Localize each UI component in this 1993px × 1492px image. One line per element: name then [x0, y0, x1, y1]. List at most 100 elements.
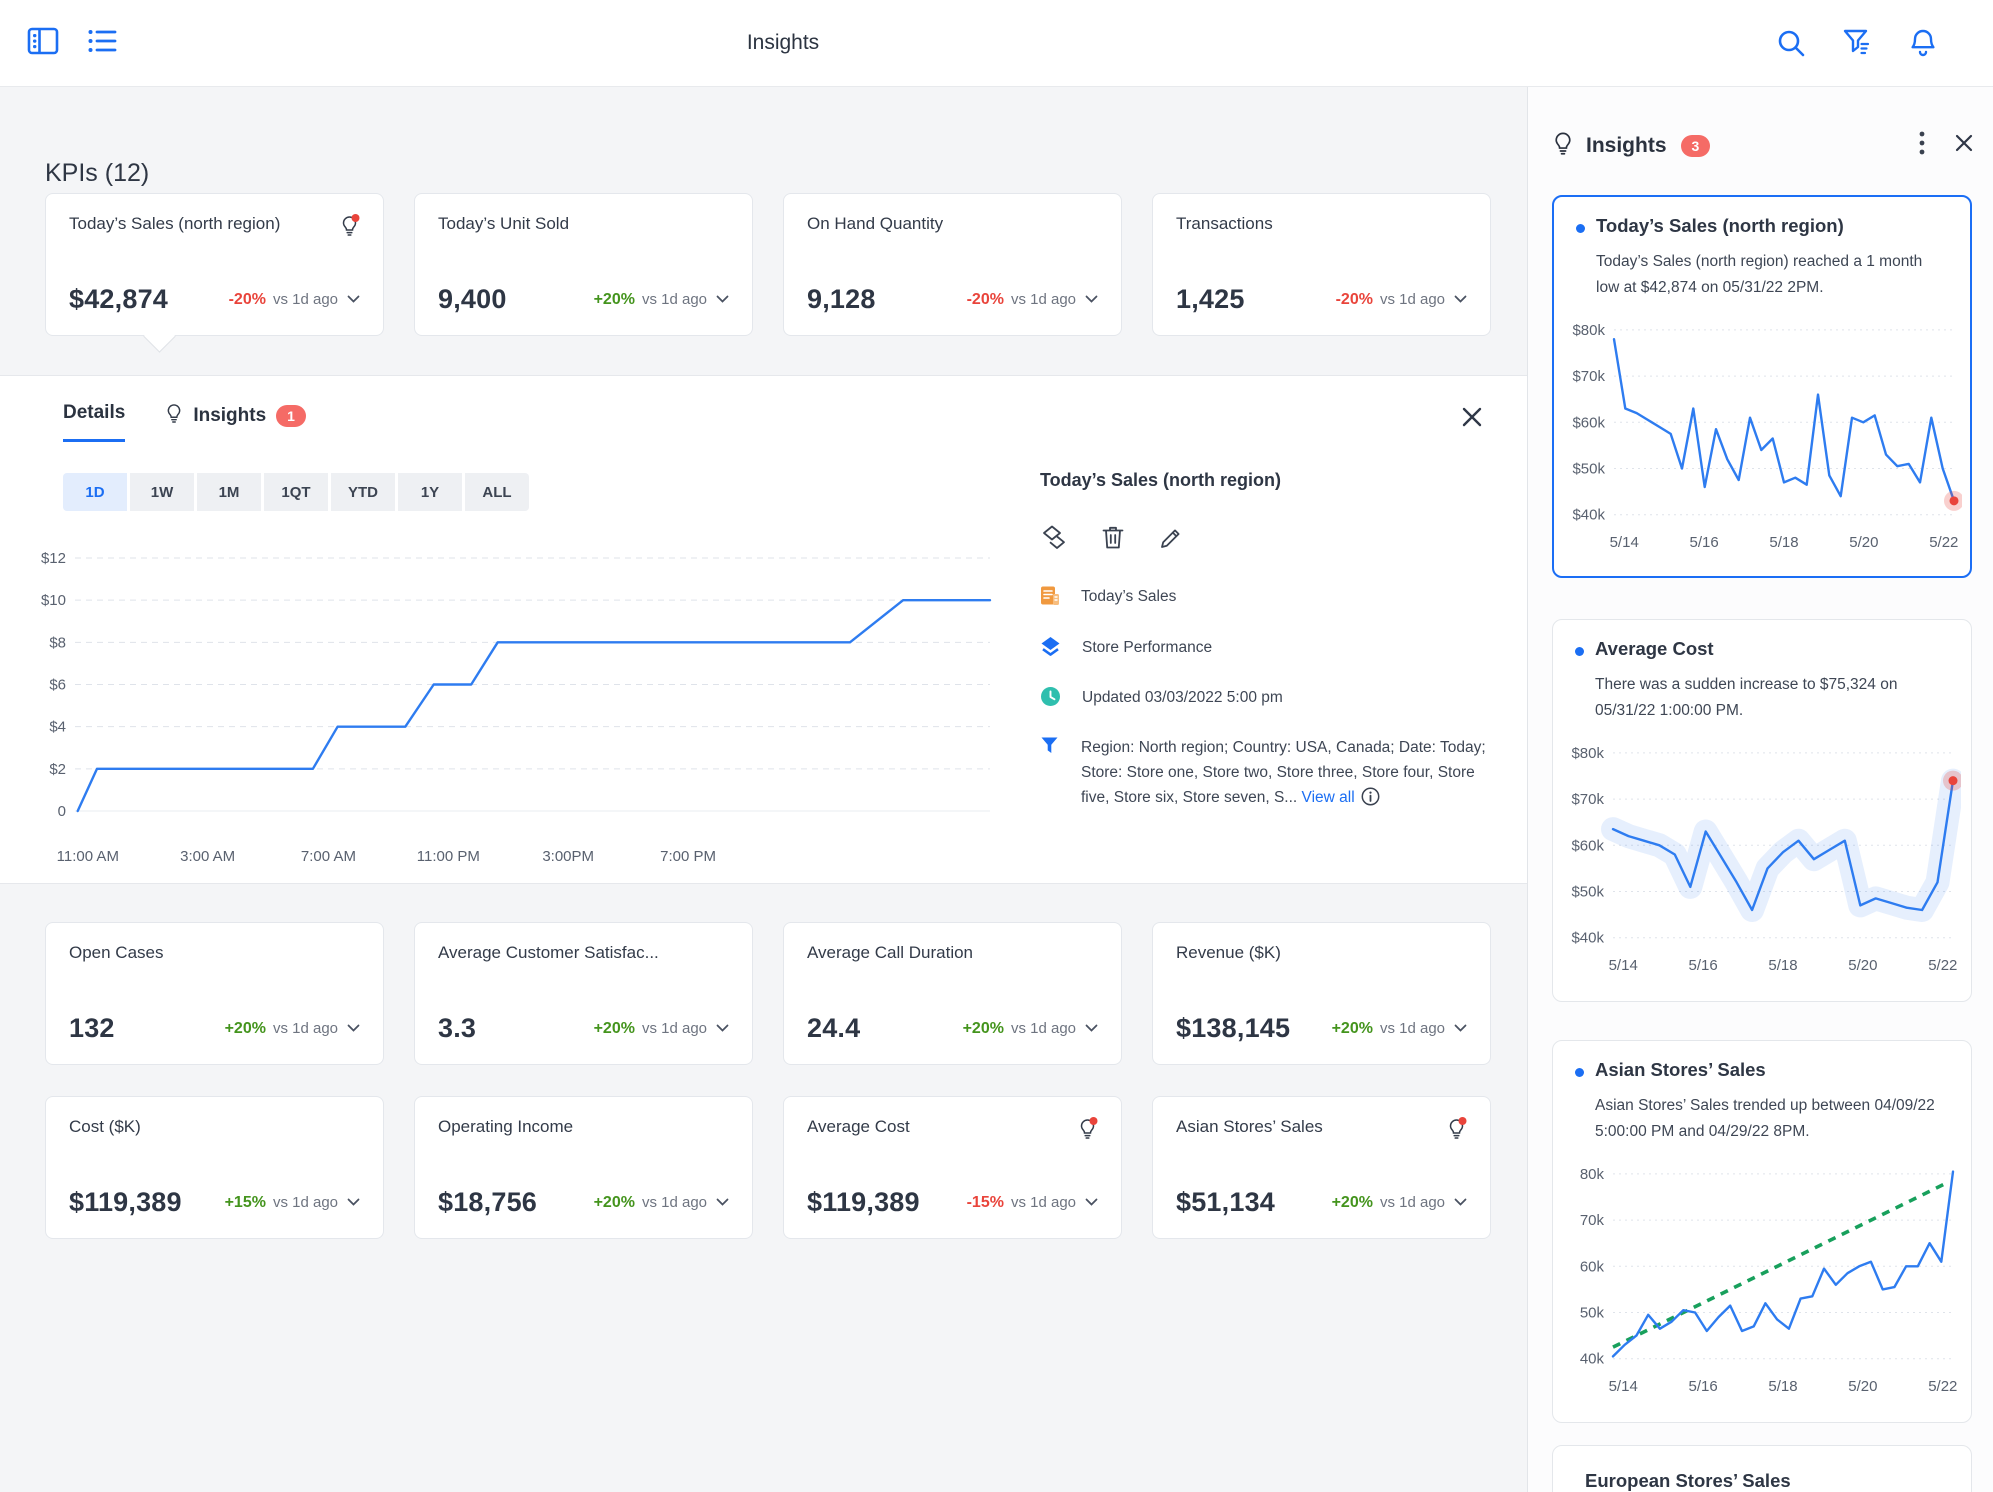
insight-chart-asian-stores-sales: 80k 70k 60k 50k 40k 5/14 5/16 5/18 5/20 5/22	[1561, 1159, 1961, 1399]
kpi-card-transactions[interactable]: Transactions 1,425 -20% vs 1d ago	[1152, 193, 1491, 336]
svg-text:7:00 PM: 7:00 PM	[660, 848, 716, 865]
kpi-delta: +20%	[593, 290, 635, 308]
kpi-title: Transactions	[1176, 214, 1273, 233]
kpi-card-average-cost[interactable]: Average Cost $119,389 -15% vs 1d ago	[783, 1096, 1122, 1239]
kpi-compare: vs 1d ago	[641, 1020, 707, 1037]
insight-card-asian-stores-sales[interactable]: Asian Stores’ Sales Asian Stores’ Sales …	[1552, 1040, 1972, 1423]
kpi-compare: vs 1d ago	[1379, 291, 1445, 308]
kpi-compare: vs 1d ago	[272, 1194, 338, 1211]
notifications-bell-icon[interactable]	[1907, 27, 1939, 59]
kpi-title: On Hand Quantity	[807, 214, 944, 233]
filter-icon[interactable]	[1841, 27, 1873, 59]
range-1qt[interactable]: 1QT	[264, 473, 328, 511]
details-sales-chart: $12 $10 $8 $6 $4 $2 0 11:00 AM 3:00 AM 7:00 AM 11:…	[40, 544, 995, 869]
range-1y[interactable]: 1Y	[398, 473, 462, 511]
close-icon[interactable]	[1459, 404, 1485, 435]
close-icon[interactable]	[1953, 132, 1975, 159]
kpi-delta: +20%	[1331, 1193, 1373, 1211]
insight-card-todays-sales[interactable]: Today’s Sales (north region) Today’s Sal…	[1552, 195, 1972, 578]
range-all[interactable]: ALL	[465, 473, 529, 511]
svg-text:5/16: 5/16	[1688, 1378, 1717, 1395]
meta-metric: Today’s Sales	[1040, 584, 1486, 612]
kpi-value: $42,874	[69, 284, 168, 314]
chevron-down-icon[interactable]	[1085, 1024, 1098, 1033]
kebab-menu-icon[interactable]	[1919, 130, 1925, 161]
meta-updated-label: Updated 03/03/2022 5:00 pm	[1082, 689, 1283, 706]
chevron-down-icon[interactable]	[716, 295, 729, 304]
tab-details[interactable]: Details	[63, 402, 126, 442]
kpi-card-open-cases[interactable]: Open Cases 132 +20% vs 1d ago	[45, 922, 384, 1065]
insight-chart-todays-sales: $80k $70k $60k $50k $40k 5/14 5/16 5/18 5/20 5/22	[1562, 315, 1962, 555]
svg-text:70k: 70k	[1580, 1212, 1605, 1229]
kpi-card-todays-sales-north[interactable]: Today’s Sales (north region) $42,874 -20…	[45, 193, 384, 336]
svg-text:5/22: 5/22	[1928, 957, 1957, 974]
kpi-card-avg-customer-satisfaction[interactable]: Average Customer Satisfac... 3.3 +20% vs…	[414, 922, 753, 1065]
info-icon[interactable]	[1361, 787, 1380, 814]
rules-icon[interactable]	[1040, 524, 1068, 557]
chevron-down-icon[interactable]	[347, 1024, 360, 1033]
delete-trash-icon[interactable]	[1100, 524, 1126, 557]
kpi-compare: vs 1d ago	[1010, 1020, 1076, 1037]
chevron-down-icon[interactable]	[347, 1198, 360, 1207]
edit-pencil-icon[interactable]	[1158, 525, 1184, 556]
list-view-icon[interactable]	[86, 26, 120, 56]
svg-text:$10: $10	[41, 592, 66, 609]
kpi-title: Revenue ($K)	[1176, 943, 1281, 962]
svg-text:$40k: $40k	[1572, 507, 1605, 524]
range-ytd[interactable]: YTD	[331, 473, 395, 511]
kpi-card-avg-call-duration[interactable]: Average Call Duration 24.4 +20% vs 1d ag…	[783, 922, 1122, 1065]
insight-card-title: Asian Stores’ Sales	[1595, 1059, 1766, 1080]
kpi-card-revenue[interactable]: Revenue ($K) $138,145 +20% vs 1d ago	[1152, 922, 1491, 1065]
kpi-delta: -20%	[228, 290, 266, 308]
chevron-down-icon[interactable]	[1085, 295, 1098, 304]
kpi-compare: vs 1d ago	[1010, 291, 1076, 308]
kpi-card-todays-unit-sold[interactable]: Today’s Unit Sold 9,400 +20% vs 1d ago	[414, 193, 753, 336]
svg-text:$4: $4	[49, 719, 66, 736]
insights-sidebar: Insights 3 Today’s Sales (north region) …	[1527, 86, 1993, 1492]
layers-icon	[1040, 635, 1061, 662]
page-title: Insights	[746, 31, 820, 54]
insight-bulb-icon[interactable]	[340, 214, 360, 242]
search-icon[interactable]	[1775, 27, 1807, 59]
kpi-delta: +15%	[224, 1193, 266, 1211]
kpi-delta: +20%	[224, 1019, 266, 1037]
kpi-card-asian-stores-sales[interactable]: Asian Stores’ Sales $51,134 +20% vs 1d a…	[1152, 1096, 1491, 1239]
kpi-card-on-hand-quantity[interactable]: On Hand Quantity 9,128 -20% vs 1d ago	[783, 193, 1122, 336]
insight-card-title: Today’s Sales (north region)	[1596, 215, 1844, 236]
meta-updated: Updated 03/03/2022 5:00 pm	[1040, 685, 1486, 712]
insights-count-badge: 1	[276, 405, 306, 427]
chevron-down-icon[interactable]	[1454, 1198, 1467, 1207]
kpis-heading: KPIs (12)	[45, 158, 150, 187]
tab-insights[interactable]: Insights 1	[165, 402, 306, 448]
svg-text:0: 0	[58, 803, 66, 820]
chevron-down-icon[interactable]	[347, 295, 360, 304]
svg-text:11:00 PM: 11:00 PM	[417, 848, 480, 865]
meta-metric-label: Today’s Sales	[1081, 588, 1177, 605]
view-all-link[interactable]: View all	[1301, 789, 1355, 806]
insight-card-european-stores-sales[interactable]: European Stores’ Sales	[1552, 1445, 1972, 1492]
kpi-card-operating-income[interactable]: Operating Income $18,756 +20% vs 1d ago	[414, 1096, 753, 1239]
range-1d[interactable]: 1D	[63, 473, 127, 511]
range-1m[interactable]: 1M	[197, 473, 261, 511]
chevron-down-icon[interactable]	[1085, 1198, 1098, 1207]
chevron-down-icon[interactable]	[1454, 1024, 1467, 1033]
svg-text:$70k: $70k	[1571, 791, 1604, 808]
bullet-dot	[1575, 647, 1584, 656]
chevron-down-icon[interactable]	[716, 1024, 729, 1033]
lightbulb-icon	[165, 402, 183, 430]
insight-bulb-icon[interactable]	[1078, 1117, 1098, 1145]
insight-bulb-icon[interactable]	[1447, 1117, 1467, 1145]
kpi-title: Average Cost	[807, 1117, 910, 1136]
kpi-card-cost[interactable]: Cost ($K) $119,389 +15% vs 1d ago	[45, 1096, 384, 1239]
svg-text:$40k: $40k	[1571, 930, 1604, 947]
insight-card-average-cost[interactable]: Average Cost There was a sudden increase…	[1552, 619, 1972, 1002]
kpi-row-top: Today’s Sales (north region) $42,874 -20…	[45, 193, 1491, 336]
sidebar-toggle-icon[interactable]	[26, 25, 60, 57]
chevron-down-icon[interactable]	[716, 1198, 729, 1207]
filter-funnel-icon	[1040, 735, 1060, 760]
svg-text:3:00 AM: 3:00 AM	[180, 848, 235, 865]
svg-text:$60k: $60k	[1572, 414, 1605, 431]
range-1w[interactable]: 1W	[130, 473, 194, 511]
chevron-down-icon[interactable]	[1454, 295, 1467, 304]
svg-text:$8: $8	[49, 634, 66, 651]
